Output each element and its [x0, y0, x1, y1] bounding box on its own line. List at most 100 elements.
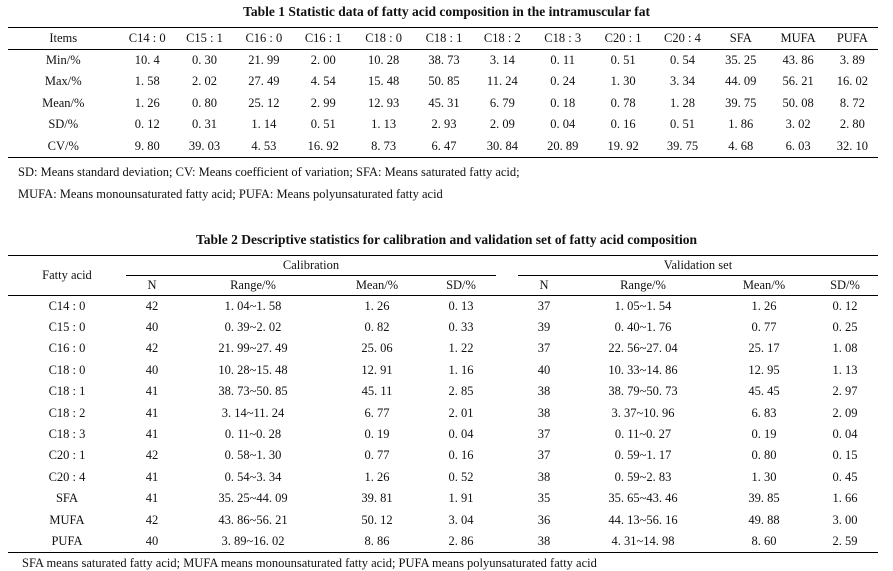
table2-row-label: C18 : 3: [48, 427, 86, 442]
table1-header: Items: [8, 27, 119, 50]
table2-cell: 41: [145, 427, 159, 442]
table2-cell: 40: [145, 320, 159, 335]
table2-cell: 1. 08: [832, 341, 858, 356]
table2-gap: [496, 424, 518, 445]
table2-cell: 2. 59: [832, 533, 858, 548]
table2-gap: [496, 360, 518, 381]
table1-cell: 30. 84: [486, 138, 518, 153]
table1-cell: 8. 72: [839, 95, 865, 110]
table1-cell: 2. 93: [431, 117, 457, 132]
table2-cell: 0. 04: [832, 427, 858, 442]
table1-cell: 50. 08: [782, 95, 814, 110]
table1-cell: 4. 68: [728, 138, 754, 153]
table2-cell: 37: [537, 341, 551, 356]
table2-subheader: SD/%: [426, 275, 496, 296]
table1-header: PUFA: [826, 27, 878, 50]
table2-cell: 6. 77: [364, 405, 390, 420]
table2-row-label: C15 : 0: [48, 320, 86, 335]
table2-note: SFA means saturated fatty acid; MUFA mea…: [22, 556, 597, 570]
table2-cell: 0. 11~0. 28: [224, 427, 282, 442]
table2-subheader: Mean/%: [716, 275, 812, 296]
table2-subheader: SD/%: [812, 275, 878, 296]
table1-cell: 39. 75: [725, 95, 757, 110]
table2-gap: [496, 509, 518, 530]
table2-cell: 41: [145, 469, 159, 484]
table2-cell: 10. 28~15. 48: [218, 362, 288, 377]
table1-cell: 6. 03: [785, 138, 811, 153]
table1-cell: 50. 85: [428, 73, 460, 88]
table1-cell: 39. 03: [188, 138, 221, 153]
table2-cell: 38: [537, 533, 551, 548]
table-row: C15 : 0 40 0. 39~2. 02 0. 82 0. 33 39 0. 40~1.…: [8, 317, 878, 338]
table2-cell: 0. 82: [364, 320, 390, 335]
table1-header: C15 : 1: [175, 27, 234, 50]
table2-cell: 37: [537, 298, 551, 313]
table2-cell: 38: [537, 384, 551, 399]
table2-cell: 22. 56~27. 04: [608, 341, 678, 356]
table1-cell: 0. 18: [550, 95, 576, 110]
table2-cell: 12. 95: [748, 362, 780, 377]
table2-cell: 10. 33~14. 86: [608, 362, 678, 377]
table2-subheader-row: N Range/% Mean/% SD/% N Range/% Mean/% S…: [8, 275, 878, 296]
table2-row-label: C20 : 1: [48, 448, 86, 463]
table1-cell: 0. 51: [610, 52, 636, 67]
table2-cell: 25. 06: [361, 341, 393, 356]
table1-cell: 16. 02: [836, 73, 868, 88]
table-row: C18 : 0 40 10. 28~15. 48 12. 91 1. 16 40 10. 3…: [8, 360, 878, 381]
table-row: SD/% 0. 12 0. 31 1. 14 0. 51 1. 13 2. 93 2. 09 0…: [8, 114, 878, 136]
table1-cell: 6. 47: [431, 138, 457, 153]
table2-cell: 0. 77: [364, 448, 390, 463]
table-row: C14 : 0 42 1. 04~1. 58 1. 26 0. 13 37 1. 05~1.…: [8, 296, 878, 317]
table2-cell: 25. 17: [748, 341, 780, 356]
table2-cell: 2. 85: [448, 384, 474, 399]
table1-cell: 1. 13: [371, 117, 397, 132]
table2-cell: 3. 04: [448, 512, 474, 527]
table1-note: SD: Means standard deviation; CV: Means …: [18, 165, 520, 179]
table2-cell: 0. 58~1. 30: [224, 448, 282, 463]
table2-gap: [496, 488, 518, 509]
table1-cell: 3. 02: [785, 117, 811, 132]
table2-cell: 41: [145, 405, 159, 420]
table2-cell: 37: [537, 427, 551, 442]
table1-cell: 27. 49: [248, 73, 280, 88]
table2-cell: 0. 15: [832, 448, 858, 463]
table1-row-label: Max/%: [44, 73, 82, 88]
table2-cell: 1. 16: [448, 362, 474, 377]
table2-cell: 36: [537, 512, 551, 527]
table1-cell: 39. 75: [666, 138, 699, 153]
table2-cell: 40: [537, 362, 551, 377]
table2: Fatty acid Calibration Validation set N …: [8, 255, 878, 553]
table2-cell: 40: [145, 362, 159, 377]
table2-cell: 0. 19: [751, 427, 777, 442]
table2-row-label: C14 : 0: [48, 298, 86, 313]
table1-cell: 1. 14: [251, 117, 277, 132]
table-row: SFA 41 35. 25~44. 09 39. 81 1. 91 35 35. 65~43…: [8, 488, 878, 509]
table2-cell: 4. 31~14. 98: [611, 533, 675, 548]
table1-cell: 10. 28: [367, 52, 400, 67]
table1-cell: 0. 51: [669, 117, 695, 132]
table2-cell: 42: [145, 512, 159, 527]
table1-header: MUFA: [769, 27, 827, 50]
table-row: Mean/% 1. 26 0. 80 25. 12 2. 99 12. 93 45. 31 6…: [8, 92, 878, 114]
table-row: C18 : 1 41 38. 73~50. 85 45. 11 2. 85 38 38. 7…: [8, 381, 878, 402]
table1-row-label: Min/%: [45, 52, 81, 67]
table1: Items C14 : 0 C15 : 1 C16 : 0 C16 : 1 C1…: [8, 27, 878, 158]
table2-cell: 0. 25: [832, 320, 858, 335]
table1-cell: 38. 73: [428, 52, 460, 67]
table2-cell: 50. 12: [361, 512, 393, 527]
table2-cell: 8. 60: [751, 533, 777, 548]
table2-cell: 3. 89~16. 02: [221, 533, 285, 548]
table2-gap: [496, 381, 518, 402]
table1-cell: 3. 89: [839, 52, 865, 67]
table1-row-label: Mean/%: [42, 95, 85, 110]
table2-cell: 42: [145, 298, 159, 313]
table2-group-calibration: Calibration: [126, 255, 496, 276]
table2-cell: 42: [145, 448, 159, 463]
table1-header: C18 : 0: [351, 27, 416, 50]
table-row: MUFA 42 43. 86~56. 21 50. 12 3. 04 36 44. 13~5…: [8, 509, 878, 530]
table1-cell: 10. 4: [134, 52, 160, 67]
table1-cell: 35. 25: [725, 52, 757, 67]
table2-row-label: MUFA: [49, 512, 85, 527]
table2-cell: 6. 83: [751, 405, 777, 420]
table2-cell: 1. 04~1. 58: [224, 298, 282, 313]
